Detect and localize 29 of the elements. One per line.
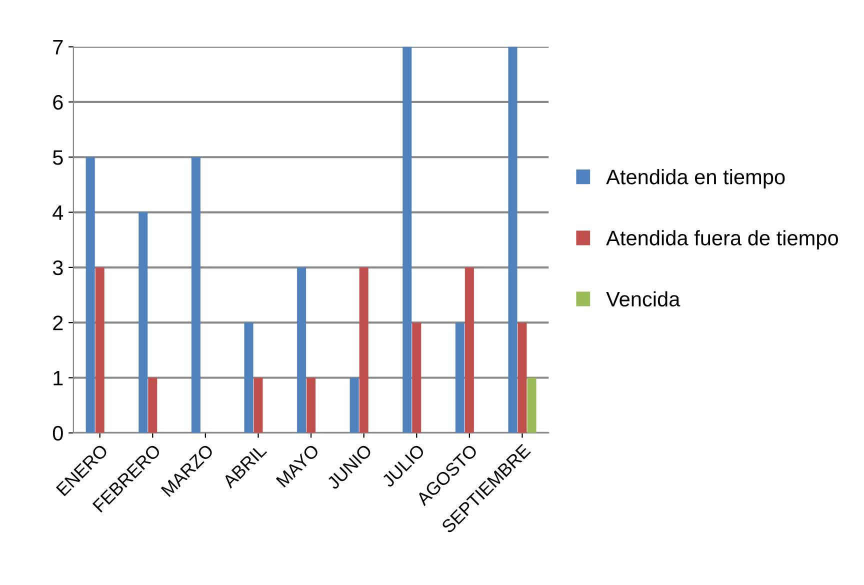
legend-label: Atendida fuera de tiempo: [606, 230, 838, 250]
bar: [95, 267, 104, 433]
legend-label: Vencida: [606, 291, 680, 307]
y-tick-label: 7: [53, 40, 63, 54]
bar: [527, 378, 536, 433]
bar: [86, 157, 95, 433]
y-tick-label: 3: [52, 260, 63, 276]
y-tick-label: 2: [53, 316, 63, 330]
bar: [254, 378, 263, 433]
y-tick-label: 6: [53, 94, 63, 110]
bar: [297, 267, 306, 433]
bar: [412, 322, 422, 433]
bar: [148, 378, 158, 433]
bar: [508, 46, 518, 433]
legend-label: Atendida en tiempo: [606, 169, 785, 188]
bar: [518, 322, 527, 433]
bar: [138, 212, 148, 433]
y-tick-label: 0: [52, 426, 63, 441]
bar: [306, 378, 316, 433]
y-tick-label: 4: [52, 205, 64, 220]
bar: [402, 46, 412, 433]
bar: [350, 378, 359, 433]
y-tick-label: 1: [54, 370, 63, 386]
y-tick-label: 5: [52, 150, 63, 165]
bar: [244, 322, 254, 433]
bar: [359, 267, 368, 433]
bar: [464, 267, 474, 433]
bar: [191, 157, 200, 433]
bar: [455, 322, 464, 433]
